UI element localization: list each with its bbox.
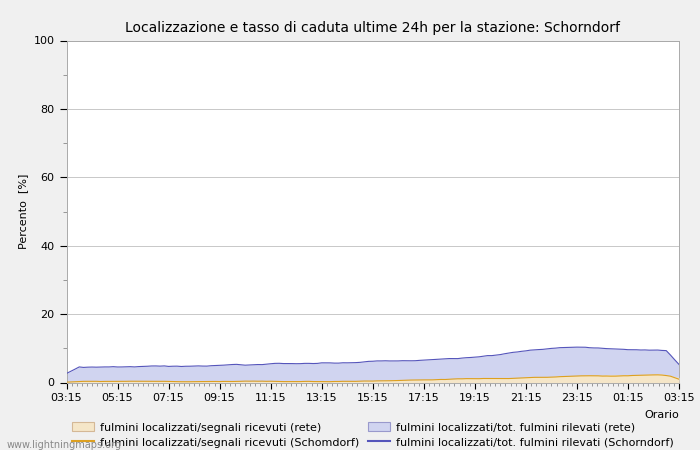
- Text: www.lightningmaps.org: www.lightningmaps.org: [7, 440, 122, 450]
- Title: Localizzazione e tasso di caduta ultime 24h per la stazione: Schorndorf: Localizzazione e tasso di caduta ultime …: [125, 21, 620, 35]
- Y-axis label: Percento  [%]: Percento [%]: [18, 174, 28, 249]
- Legend: fulmini localizzati/segnali ricevuti (rete), fulmini localizzati/segnali ricevut: fulmini localizzati/segnali ricevuti (re…: [72, 422, 673, 448]
- Text: Orario: Orario: [644, 410, 679, 420]
